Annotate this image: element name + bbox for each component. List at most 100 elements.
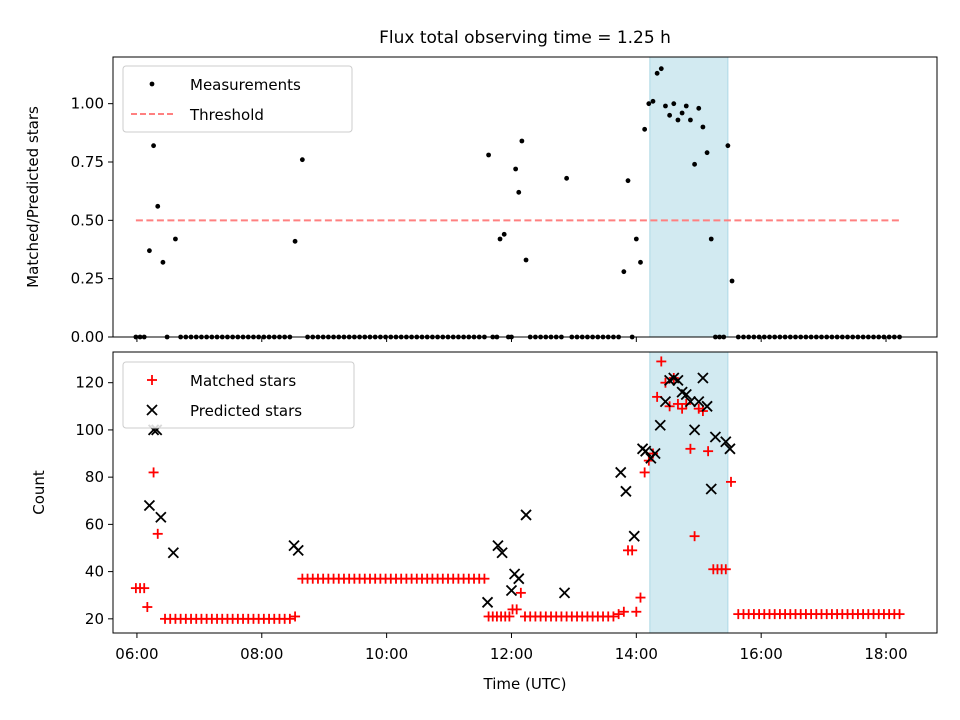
predicted-star-point (672, 374, 684, 386)
predicted-star-point (693, 395, 705, 408)
predicted-star-point (680, 388, 692, 401)
matched-star-point (608, 611, 619, 622)
legend-label-matched: Matched stars (190, 372, 296, 390)
measurement-point (155, 203, 161, 209)
bottom-panel-counts: 20 40 60 80 100 120 06:00 08:00 10:00 12:00 14:00… (30, 351, 938, 693)
predicted-star-point (492, 539, 504, 552)
y-tick-label: 120 (75, 374, 104, 392)
predicted-star-point (684, 395, 697, 408)
measurement-point (671, 101, 677, 107)
measurement-point (621, 269, 627, 275)
matched-star-point (689, 531, 700, 542)
measurement-point (633, 236, 639, 242)
predicted-star-point (481, 596, 494, 608)
legend-box-bottom (122, 361, 355, 429)
measurement-point (729, 278, 735, 284)
measurement-point (486, 152, 491, 158)
measurement-point (692, 161, 697, 167)
legend-marker-predicted (146, 404, 158, 416)
matched-star-point (631, 606, 642, 617)
measurement-point (663, 103, 668, 109)
measurement-point (642, 126, 648, 132)
matched-star-point (148, 467, 159, 478)
measurement-point (667, 112, 673, 118)
measurement-point (299, 157, 305, 163)
matched-star-point (284, 613, 295, 624)
matched-star-point (726, 476, 736, 487)
matched-star-point (290, 611, 301, 622)
measurement-point (147, 248, 152, 254)
measurement-point (160, 259, 166, 265)
y-tick-label: 0.00 (71, 328, 104, 346)
y-tick-label: 60 (85, 515, 104, 533)
legend-x-glyph (146, 404, 158, 416)
predicted-star-point (558, 587, 571, 599)
measurement-point (151, 143, 156, 149)
legend-marker-matched (147, 375, 157, 385)
matched-star-point (685, 443, 696, 454)
y-tick-label: 1.00 (71, 95, 104, 113)
matched-star-point (639, 467, 650, 478)
predicted-star-point (628, 530, 640, 542)
predicted-star-point (654, 419, 666, 431)
matched-star-point (139, 583, 150, 594)
predicted-star-point (709, 431, 722, 443)
measurement-point (679, 110, 685, 116)
predicted-star-point (697, 372, 709, 384)
x-tick-label: 12:00 (490, 645, 533, 663)
x-axis-label: Time (UTC) (483, 675, 567, 693)
x-tick-label: 18:00 (864, 645, 907, 663)
x-tick-label: 08:00 (240, 645, 283, 663)
matched-star-point (635, 592, 646, 603)
x-axis-ticks-top (136, 337, 887, 342)
measurement-point (173, 236, 178, 242)
legend-label-measurements: Measurements (190, 76, 301, 94)
legend-box-top (122, 65, 353, 133)
matched-star-point (515, 587, 526, 598)
matched-star-point (894, 609, 905, 620)
y-tick-label: 0.75 (71, 153, 104, 171)
plot-frame-top (112, 56, 938, 338)
measurement-point (704, 150, 710, 156)
predicted-star-point (155, 511, 167, 523)
measurement-point (501, 231, 507, 237)
measurement-point (638, 259, 643, 265)
measurement-point (688, 117, 693, 123)
predicted-star-point (520, 509, 532, 521)
predicted-star-point (513, 573, 525, 585)
matched-star-point (627, 545, 638, 556)
measurement-point (513, 166, 519, 172)
matched-star-point (152, 528, 163, 539)
predicted-star-point (167, 547, 179, 559)
predicted-star-point (620, 485, 632, 497)
y-tick-label: 100 (75, 421, 104, 439)
legend-marker-measurements (149, 81, 155, 87)
matched-star-point (511, 604, 522, 615)
matched-star-point (656, 356, 667, 367)
predicted-star-point (701, 400, 713, 412)
y-tick-label: 0.50 (71, 211, 104, 229)
predicted-star-point (292, 544, 304, 556)
measurement-point (497, 236, 503, 242)
y-axis-ticks-top: 0.00 0.25 0.50 0.75 1.00 (71, 95, 113, 346)
measurement-point (725, 143, 731, 149)
matched-star-point (618, 606, 629, 617)
measurement-point (658, 66, 664, 72)
predicted-star-point (640, 445, 652, 457)
chart-title: Flux total observing time = 1.25 h (379, 28, 671, 48)
y-axis-ticks-bottom: 20 40 60 80 100 120 (75, 374, 113, 628)
x-axis-ticks-bottom: 06:00 08:00 10:00 12:00 14:00 16:00 18:00 (115, 633, 908, 663)
measurement-point (564, 175, 570, 181)
predicted-star-point (649, 447, 661, 460)
measurement-point (516, 189, 522, 195)
matched-star-point (504, 611, 515, 622)
predicted-star-point (688, 424, 701, 436)
predicted-star-point (724, 443, 736, 455)
measurement-point (292, 238, 298, 244)
matched-star-point (613, 609, 624, 620)
highlight-span-bottom (649, 351, 729, 634)
legend-plus-glyph (147, 375, 157, 385)
y-tick-label: 20 (85, 610, 104, 628)
x-tick-label: 10:00 (365, 645, 408, 663)
